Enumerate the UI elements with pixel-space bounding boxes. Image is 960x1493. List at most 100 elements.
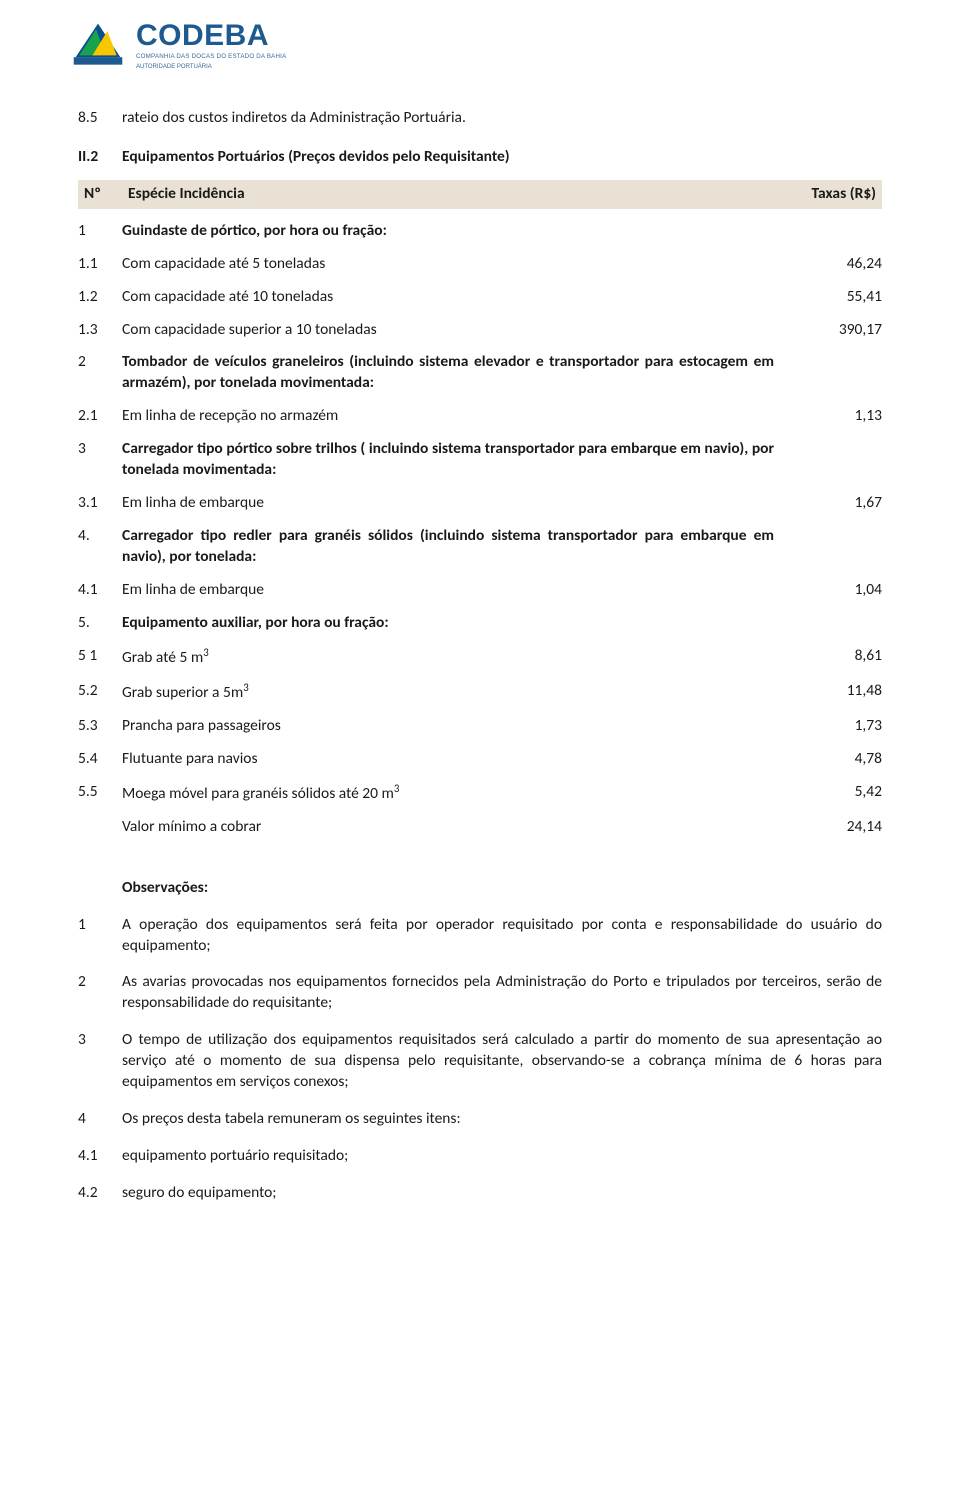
row-num: 5.3 xyxy=(78,716,112,737)
logo-text: CODEBA COMPANHIA DAS DOCAS DO ESTADO DA … xyxy=(136,21,286,70)
section-title-II2: II.2 Equipamentos Portuários (Preços dev… xyxy=(78,147,882,168)
obs-num: 2 xyxy=(78,972,112,1014)
row-num: 1.1 xyxy=(78,254,112,275)
row-num: 5.5 xyxy=(78,782,112,803)
num-II2: II.2 xyxy=(78,147,112,168)
row-desc: Em linha de recepção no armazém xyxy=(122,406,774,427)
row-num: 2 xyxy=(78,352,112,373)
row-desc: Moega móvel para granéis sólidos até 20 … xyxy=(122,782,774,805)
obs-sub-text: equipamento portuário requisitado; xyxy=(122,1146,882,1167)
row-desc: Prancha para passageiros xyxy=(122,716,774,737)
num-8-5: 8.5 xyxy=(78,108,112,129)
items-list: 1 Guindaste de pórtico, por hora ou fraçã… xyxy=(78,221,882,838)
row-num: 5.4 xyxy=(78,749,112,770)
obs-sub-num: 4.1 xyxy=(78,1146,112,1167)
row-val: 5,42 xyxy=(784,782,882,803)
obs-sub-row: 4.2 seguro do equipamento; xyxy=(78,1183,882,1204)
logo-sub: COMPANHIA DAS DOCAS DO ESTADO DA BAHIA xyxy=(136,53,286,61)
table-row: 5.3 Prancha para passageiros 1,73 xyxy=(78,716,882,737)
obs-sub-text: seguro do equipamento; xyxy=(122,1183,882,1204)
row-num: 3 xyxy=(78,439,112,460)
obs-num: 4 xyxy=(78,1109,112,1130)
table-row: 5 1 Grab até 5 m3 8,61 xyxy=(78,646,882,669)
table-row: 1 Guindaste de pórtico, por hora ou fraçã… xyxy=(78,221,882,242)
row-num: 4. xyxy=(78,526,112,547)
row-val: 1,73 xyxy=(784,716,882,737)
row-desc: Carregador tipo redler para granéis sóli… xyxy=(122,526,774,568)
obs-text: Os preços desta tabela remuneram os segu… xyxy=(122,1109,882,1130)
row-val: 1,67 xyxy=(784,493,882,514)
row-val: 4,78 xyxy=(784,749,882,770)
obs-row: 3O tempo de utilização dos equipamentos … xyxy=(78,1030,882,1093)
row-desc: Carregador tipo pórtico sobre trilhos ( … xyxy=(122,439,774,481)
row-num: 1.2 xyxy=(78,287,112,308)
row-desc: Valor mínimo a cobrar xyxy=(122,817,774,838)
desc-8-5: rateio dos custos indiretos da Administr… xyxy=(122,108,774,129)
table-row: 1.2 Com capacidade até 10 toneladas 55,41 xyxy=(78,287,882,308)
row-desc: Flutuante para navios xyxy=(122,749,774,770)
row-desc: Grab até 5 m3 xyxy=(122,646,774,669)
obs-row: 2As avarias provocadas nos equipamentos … xyxy=(78,972,882,1014)
row-desc: Grab superior a 5m3 xyxy=(122,681,774,704)
row-num: 2.1 xyxy=(78,406,112,427)
row-desc: Em linha de embarque xyxy=(122,493,774,514)
obs-row: 4 Os preços desta tabela remuneram os seg… xyxy=(78,1109,882,1130)
row-desc: Equipamento auxiliar, por hora ou fração… xyxy=(122,613,774,634)
obs-sub-num: 4.2 xyxy=(78,1183,112,1204)
row-8-5: 8.5 rateio dos custos indiretos da Admin… xyxy=(78,108,882,129)
obs-row: 1A operação dos equipamentos será feita … xyxy=(78,915,882,957)
table-row: 5. Equipamento auxiliar, por hora ou fraç… xyxy=(78,613,882,634)
row-num: 3.1 xyxy=(78,493,112,514)
header-col3: Taxas (R$) xyxy=(766,184,876,205)
row-val: 55,41 xyxy=(784,287,882,308)
observations: Observações: 1A operação dos equipamento… xyxy=(78,878,882,1204)
logo-name: CODEBA xyxy=(136,21,286,51)
obs-text: A operação dos equipamentos será feita p… xyxy=(122,915,882,957)
desc-II2: Equipamentos Portuários (Preços devidos … xyxy=(122,147,882,168)
table-row: 2.1 Em linha de recepção no armazém 1,13 xyxy=(78,406,882,427)
table-row: 3.1 Em linha de embarque 1,67 xyxy=(78,493,882,514)
table-row: 5.4 Flutuante para navios 4,78 xyxy=(78,749,882,770)
row-desc: Com capacidade até 5 toneladas xyxy=(122,254,774,275)
table-row: 1.1 Com capacidade até 5 toneladas 46,24 xyxy=(78,254,882,275)
logo-mark xyxy=(70,18,126,74)
table-row: 5.5 Moega móvel para granéis sólidos até … xyxy=(78,782,882,805)
row-desc: Com capacidade até 10 toneladas xyxy=(122,287,774,308)
row-num: 1.3 xyxy=(78,320,112,341)
logo: CODEBA COMPANHIA DAS DOCAS DO ESTADO DA … xyxy=(70,18,882,74)
row-desc: Guindaste de pórtico, por hora ou fração… xyxy=(122,221,774,242)
row-val: 1,04 xyxy=(784,580,882,601)
row-desc: Tombador de veículos graneleiros (inclui… xyxy=(122,352,774,394)
row-val: 11,48 xyxy=(784,681,882,702)
logo-auth: AUTORIDADE PORTUÁRIA xyxy=(136,63,286,71)
row-val: 46,24 xyxy=(784,254,882,275)
table-row: 1.3 Com capacidade superior a 10 tonelada… xyxy=(78,320,882,341)
table-row: 5.2 Grab superior a 5m3 11,48 xyxy=(78,681,882,704)
obs-num: 3 xyxy=(78,1030,112,1093)
obs-sub-list: 4.1 equipamento portuário requisitado; 4.2… xyxy=(78,1146,882,1204)
obs-text: As avarias provocadas nos equipamentos f… xyxy=(122,972,882,1014)
row-desc: Em linha de embarque xyxy=(122,580,774,601)
row-num: 4.1 xyxy=(78,580,112,601)
table-row: 3 Carregador tipo pórtico sobre trilhos (… xyxy=(78,439,882,481)
table-row: Valor mínimo a cobrar 24,14 xyxy=(78,817,882,838)
row-val: 390,17 xyxy=(784,320,882,341)
row-val: 8,61 xyxy=(784,646,882,667)
header-col1: Nº xyxy=(84,184,118,205)
row-num: 5. xyxy=(78,613,112,634)
obs-sub-row: 4.1 equipamento portuário requisitado; xyxy=(78,1146,882,1167)
row-num: 5 1 xyxy=(78,646,112,667)
table-row: 2 Tombador de veículos graneleiros (inclu… xyxy=(78,352,882,394)
obs-list: 1A operação dos equipamentos será feita … xyxy=(78,915,882,1130)
table-row: 4.1 Em linha de embarque 1,04 xyxy=(78,580,882,601)
row-num: 5.2 xyxy=(78,681,112,702)
obs-title: Observações: xyxy=(122,878,882,899)
row-val: 24,14 xyxy=(784,817,882,838)
row-desc: Com capacidade superior a 10 toneladas xyxy=(122,320,774,341)
table-header: Nº Espécie Incidência Taxas (R$) xyxy=(78,180,882,209)
header-col2: Espécie Incidência xyxy=(128,184,756,205)
obs-text: O tempo de utilização dos equipamentos r… xyxy=(122,1030,882,1093)
obs-num: 1 xyxy=(78,915,112,957)
row-num: 1 xyxy=(78,221,112,242)
row-val: 1,13 xyxy=(784,406,882,427)
